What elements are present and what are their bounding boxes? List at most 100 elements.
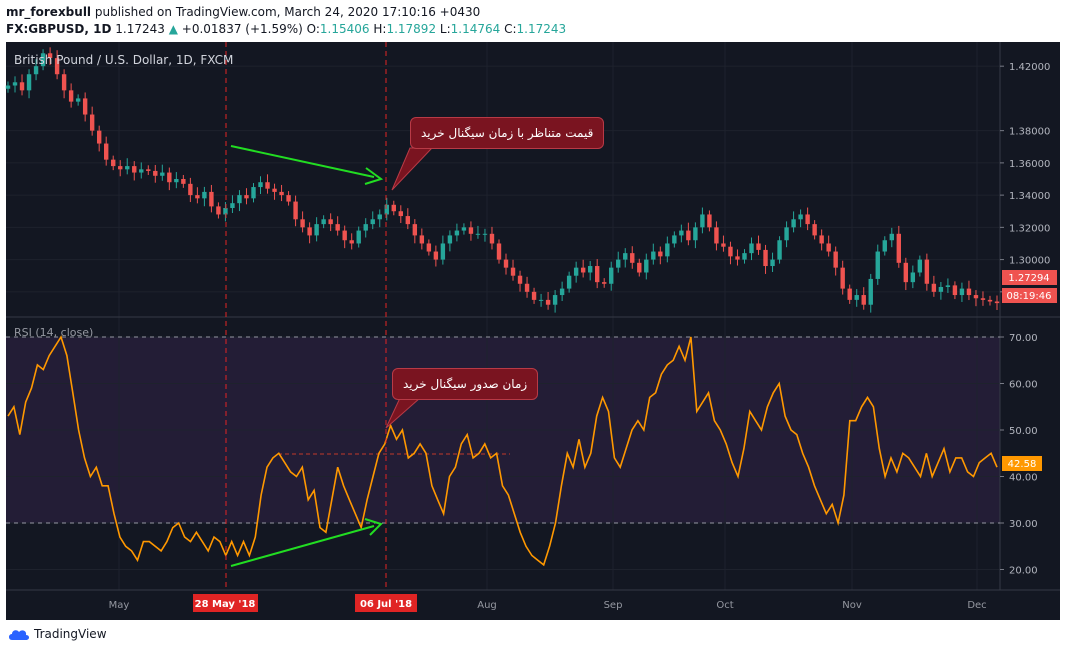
candle-body bbox=[96, 130, 102, 144]
candle-body bbox=[377, 214, 382, 220]
candle-body bbox=[700, 214, 705, 228]
candle-body bbox=[103, 143, 109, 160]
rsi-tick-label: 60.00 bbox=[1009, 380, 1038, 391]
month-tick-label: Nov bbox=[842, 600, 862, 611]
price-tick-label: 1.30000 bbox=[1009, 256, 1050, 267]
high-label: H: bbox=[373, 22, 387, 36]
candle-body bbox=[489, 233, 495, 244]
candle-body bbox=[784, 227, 789, 241]
price-divergence-arrow bbox=[230, 145, 384, 185]
candle-body bbox=[573, 267, 579, 276]
candle-body bbox=[40, 53, 46, 67]
candle-body bbox=[335, 224, 340, 231]
candle-body bbox=[132, 166, 137, 173]
candle-body bbox=[293, 201, 298, 220]
symbol-label: FX:GBPUSD, 1D bbox=[6, 22, 112, 36]
candle-body bbox=[545, 299, 551, 305]
candle-body bbox=[868, 278, 873, 305]
candle-body bbox=[125, 166, 130, 170]
candle-body bbox=[5, 85, 11, 89]
candle-body bbox=[524, 283, 530, 292]
candle-body bbox=[33, 66, 39, 75]
candle-body bbox=[244, 195, 249, 199]
candle-body bbox=[447, 235, 453, 244]
callout-rsi-text: زمان صدور سیگنال خرید bbox=[403, 377, 528, 391]
candle-body bbox=[356, 230, 361, 244]
close-value: 1.17243 bbox=[516, 22, 567, 36]
candle-body bbox=[707, 214, 712, 228]
candle-body bbox=[587, 266, 593, 273]
candle-body bbox=[426, 243, 432, 252]
candle-body bbox=[952, 285, 958, 296]
candle-body bbox=[847, 288, 852, 300]
candle-body bbox=[461, 227, 467, 231]
candle-body bbox=[679, 230, 684, 236]
candle-body bbox=[468, 227, 474, 234]
tradingview-logo[interactable]: TradingView bbox=[8, 627, 107, 641]
price-tick-label: 1.38000 bbox=[1009, 127, 1050, 138]
candle-body bbox=[405, 216, 411, 225]
candle-body bbox=[826, 243, 831, 252]
rsi-line bbox=[7, 335, 998, 567]
month-tick-label: Aug bbox=[477, 600, 497, 611]
candle-body bbox=[440, 243, 446, 260]
candle-body bbox=[714, 227, 719, 244]
candle-body bbox=[279, 191, 284, 196]
rsi-tick-label: 40.00 bbox=[1009, 473, 1038, 484]
month-tick-label: Oct bbox=[716, 600, 733, 611]
price-pane-title: British Pound / U.S. Dollar, 1D, FXCM bbox=[14, 53, 233, 67]
candle-body bbox=[910, 272, 916, 283]
candle-body bbox=[89, 114, 95, 131]
candle-body bbox=[286, 195, 291, 202]
candle-body bbox=[861, 295, 866, 305]
candle-body bbox=[237, 195, 242, 204]
candle-body bbox=[896, 233, 902, 263]
up-arrow-icon: ▲ bbox=[168, 22, 178, 36]
low-label: L: bbox=[439, 22, 451, 36]
candle-body bbox=[693, 227, 698, 241]
candle-body bbox=[903, 262, 909, 283]
candle-body bbox=[272, 188, 277, 192]
month-tick-label: Dec bbox=[967, 600, 986, 611]
candle-body bbox=[623, 253, 628, 260]
candle-body bbox=[265, 182, 270, 189]
candles bbox=[5, 47, 1000, 313]
candle-body bbox=[917, 259, 923, 273]
candle-body bbox=[559, 288, 565, 296]
candle-body bbox=[959, 288, 965, 296]
candle-body bbox=[195, 195, 200, 199]
candle-body bbox=[216, 206, 221, 215]
candle-body bbox=[637, 262, 642, 273]
time-axis: May Aug Sep Oct Nov Dec bbox=[109, 600, 987, 611]
candle-body bbox=[160, 172, 165, 176]
author-name[interactable]: mr_forexbull bbox=[6, 5, 92, 19]
candle-body bbox=[812, 224, 817, 236]
month-tick-label: Sep bbox=[604, 600, 623, 611]
candle-body bbox=[791, 219, 796, 228]
candle-body bbox=[798, 214, 803, 220]
rsi-divergence-arrow bbox=[230, 518, 383, 567]
candle-body bbox=[658, 251, 663, 257]
candle-body bbox=[454, 230, 460, 236]
candle-body bbox=[721, 243, 726, 247]
candle-body bbox=[987, 299, 993, 302]
candle-body bbox=[349, 240, 354, 244]
candle-body bbox=[840, 267, 845, 289]
candle-body bbox=[630, 253, 635, 263]
tradingview-brand: TradingView bbox=[34, 627, 107, 641]
candle-body bbox=[616, 259, 621, 268]
candle-body bbox=[384, 204, 389, 215]
candle-body bbox=[875, 251, 880, 279]
candle-body bbox=[819, 235, 824, 244]
rsi-tick-label: 50.00 bbox=[1009, 426, 1038, 437]
candle-body bbox=[26, 74, 32, 91]
candle-body bbox=[924, 259, 930, 284]
candle-body bbox=[552, 295, 558, 305]
candle-body bbox=[602, 282, 607, 284]
candle-body bbox=[12, 82, 18, 86]
candle-body bbox=[258, 182, 263, 188]
low-value: 1.14764 bbox=[450, 22, 501, 36]
candle-body bbox=[966, 288, 972, 296]
candle-body bbox=[251, 187, 256, 199]
